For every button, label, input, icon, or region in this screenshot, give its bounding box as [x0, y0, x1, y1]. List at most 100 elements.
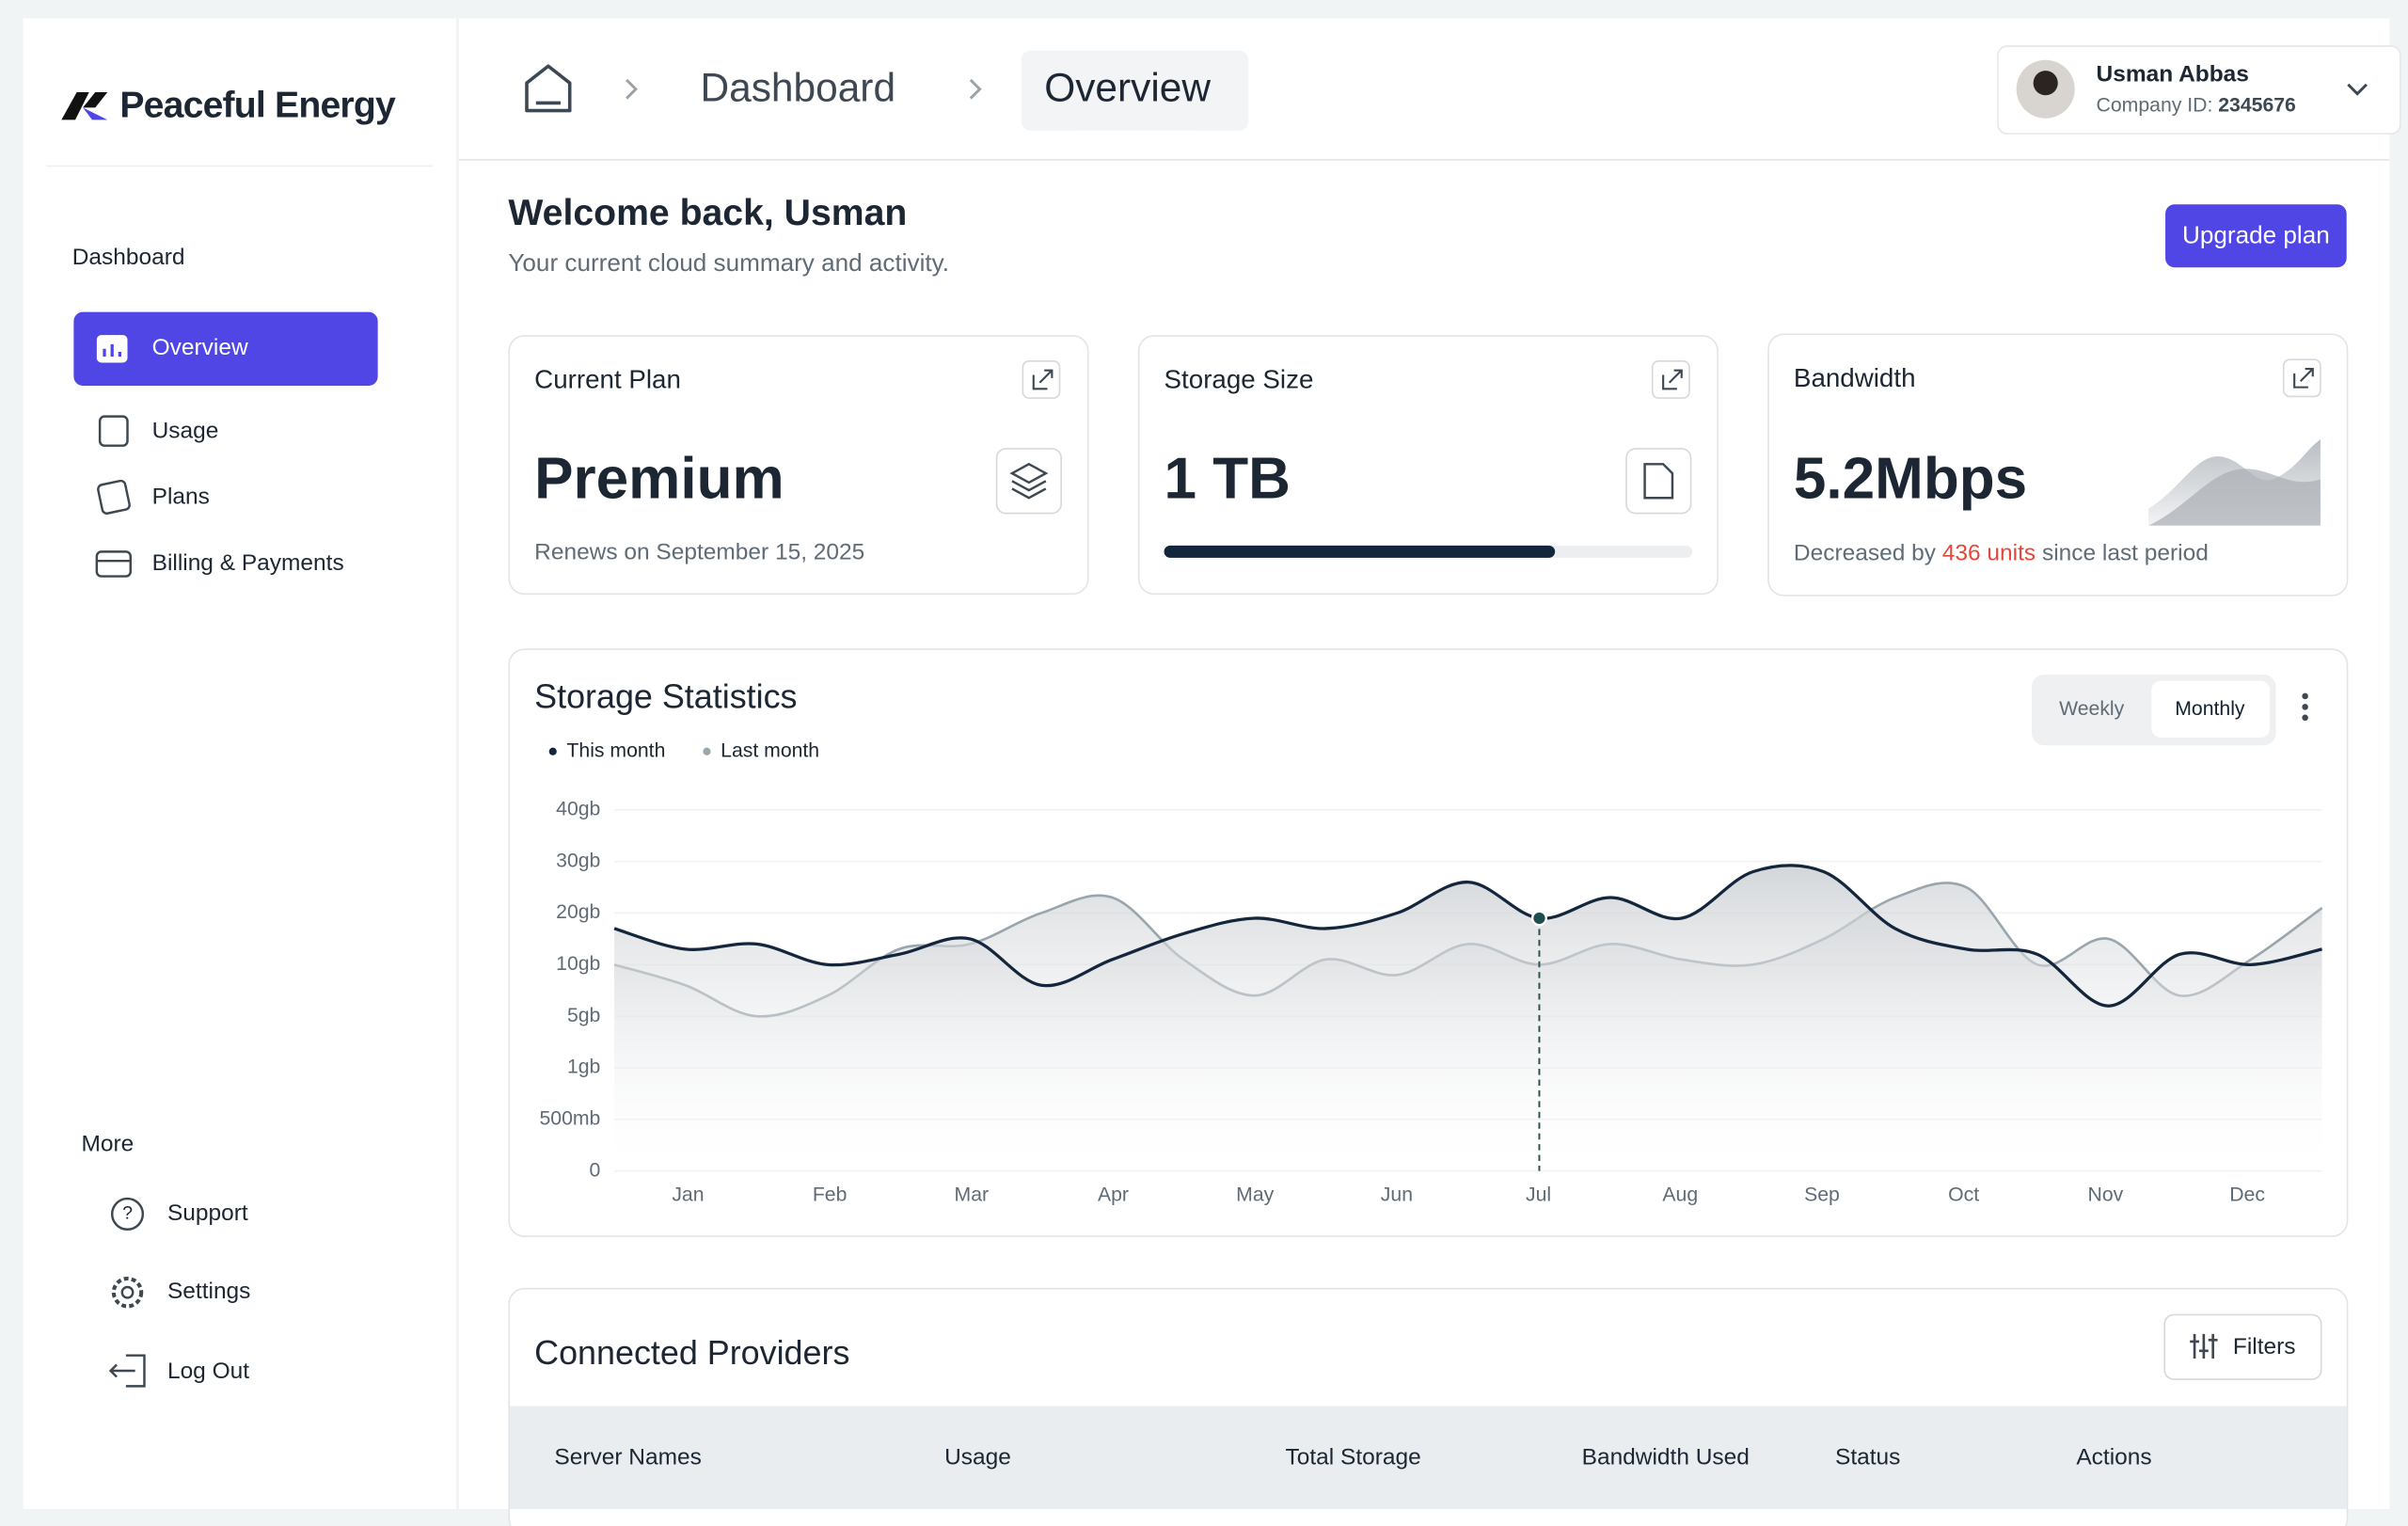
- card-note: Decreased by 436 units since last period: [1794, 541, 2209, 566]
- nav-label: Plans: [152, 485, 210, 510]
- note-text: since last period: [2042, 541, 2209, 566]
- link-icon: [1032, 369, 1054, 390]
- nav-label: Log Out: [167, 1359, 249, 1384]
- welcome-title: Welcome back, Usman: [508, 193, 907, 233]
- nav-icon: [98, 415, 129, 447]
- button-bg: [2165, 204, 2347, 268]
- y-tick-label: 500mb: [539, 1107, 600, 1129]
- more-menu[interactable]: [2302, 692, 2308, 722]
- card-title: Current Plan: [534, 364, 681, 393]
- card: [1767, 333, 2349, 596]
- nav-billing[interactable]: Billing & Payments: [95, 550, 344, 578]
- x-tick-label: Aug: [1662, 1184, 1698, 1205]
- breadcrumb-item[interactable]: Dashboard: [700, 66, 895, 110]
- toggle-option[interactable]: Monthly: [2175, 698, 2245, 720]
- nav-settings[interactable]: Settings: [111, 1276, 251, 1309]
- button-label: Filters: [2233, 1334, 2296, 1359]
- upgrade-button[interactable]: Upgrade plan: [2165, 204, 2347, 268]
- x-tick-label: Nov: [2088, 1184, 2124, 1205]
- hover-point: [1530, 910, 1548, 927]
- brand: Peaceful Energy: [119, 86, 396, 126]
- note-text: Decreased by: [1794, 541, 1937, 566]
- y-tick-label: 30gb: [556, 850, 600, 871]
- x-tick-label: Apr: [1098, 1184, 1129, 1205]
- legend-label: Last month: [721, 739, 819, 761]
- legend-dot: [548, 747, 557, 755]
- home-icon[interactable]: [525, 64, 572, 113]
- nav-label: Settings: [167, 1279, 250, 1304]
- table-columns: Server Names Usage Total Storage Bandwidth …: [554, 1445, 2151, 1470]
- sidebar: [23, 18, 456, 1510]
- x-tick-label: Feb: [813, 1184, 848, 1205]
- chevron: [2347, 83, 2368, 96]
- user-menu[interactable]: Usman Abbas Company ID: 2345676: [1997, 45, 2401, 135]
- nav-overview[interactable]: Overview: [73, 311, 378, 386]
- x-tick-label: Jan: [672, 1184, 704, 1205]
- card-title: Bandwidth: [1794, 363, 1916, 392]
- card-value: 1 TB: [1164, 446, 1291, 511]
- toggle-active-bg: [2151, 680, 2271, 739]
- column-header: Bandwidth Used: [1582, 1445, 1750, 1470]
- filter-icon: [2190, 1333, 2218, 1359]
- legend-dot: [703, 747, 711, 755]
- nav-label: Overview: [152, 335, 248, 360]
- card: [1137, 335, 1719, 596]
- series-area: [614, 865, 2322, 1171]
- x-tick-label: May: [1236, 1184, 1274, 1205]
- nav-icon: [120, 1285, 135, 1299]
- nav-usage[interactable]: Usage: [98, 415, 218, 447]
- x-tick-label: Sep: [1804, 1184, 1840, 1205]
- nav-icon: [103, 343, 121, 357]
- card-value: 5.2Mbps: [1794, 446, 2027, 511]
- column-header: Actions: [2076, 1445, 2151, 1470]
- y-tick-label: 40gb: [556, 798, 600, 819]
- sparkline: [2148, 469, 2321, 526]
- company-value: 2345676: [2218, 94, 2296, 116]
- nav-label: Billing & Payments: [152, 550, 344, 576]
- x-tick-label: Mar: [955, 1184, 990, 1205]
- sidebar-section: More: [82, 1131, 135, 1156]
- avatar: [2033, 71, 2058, 96]
- welcome-subtitle: Your current cloud summary and activity.: [508, 248, 949, 277]
- nav-icon: [111, 1276, 144, 1309]
- logo-accent: [83, 107, 108, 120]
- legend-label: This month: [566, 739, 665, 761]
- breadcrumb-current-bg: [1021, 50, 1249, 131]
- x-tick-label: Jun: [1381, 1184, 1413, 1205]
- company-label: Company ID:: [2097, 94, 2213, 116]
- link-icon: [2293, 367, 2314, 389]
- nav-icon: [108, 1354, 146, 1388]
- nav-logout[interactable]: Log Out: [108, 1354, 250, 1388]
- card-title: Storage Size: [1164, 364, 1314, 393]
- column-header: Usage: [944, 1445, 1011, 1470]
- progress-fill: [1164, 545, 1556, 558]
- nav-icon: ?: [122, 1203, 133, 1224]
- note-highlight: 436 units: [1942, 541, 2036, 566]
- nav-plans[interactable]: Plans: [97, 479, 210, 515]
- link-icon: [1662, 369, 1683, 390]
- card-note: Renews on September 15, 2025: [534, 540, 864, 565]
- logo-mark: [61, 92, 108, 120]
- nav-active-bg: [73, 311, 378, 386]
- card-value: Premium: [534, 446, 784, 511]
- y-tick-label: 0: [590, 1159, 601, 1181]
- table-header: [510, 1406, 2347, 1510]
- table-title: Connected Providers: [534, 1333, 849, 1372]
- button-bg: [2163, 1313, 2322, 1380]
- link-icon[interactable]: [2282, 358, 2321, 398]
- nav-label: Support: [167, 1200, 248, 1226]
- nav-support[interactable]: ? Support: [110, 1197, 248, 1231]
- y-tick-label: 20gb: [556, 901, 600, 923]
- toggle-option[interactable]: Weekly: [2059, 698, 2125, 720]
- card-bandwidth: Bandwidth 5.2Mbps Decreased by 436 units…: [1767, 333, 2349, 596]
- button-label: Upgrade plan: [2182, 220, 2330, 248]
- user-box: [1997, 45, 2401, 135]
- card-storage: Storage Size 1 TB: [1137, 335, 1719, 596]
- filters-button[interactable]: Filters: [2163, 1313, 2322, 1380]
- link-icon[interactable]: [1022, 360, 1061, 399]
- card: [508, 335, 1089, 596]
- link-icon[interactable]: [1651, 360, 1690, 399]
- file-icon: [1643, 463, 1674, 500]
